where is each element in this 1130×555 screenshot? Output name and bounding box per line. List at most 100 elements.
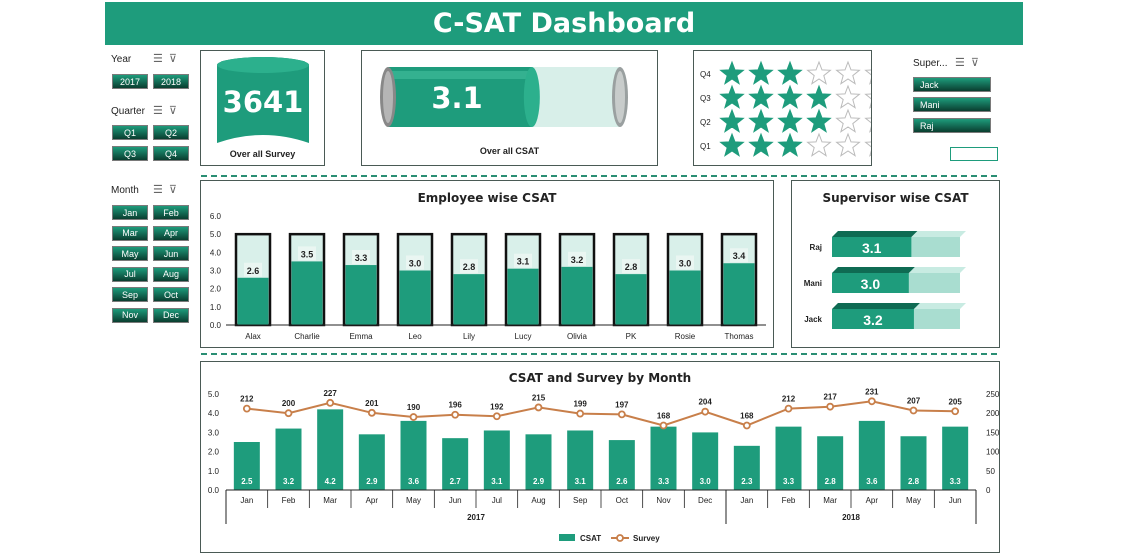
slicer-item-jan[interactable]: Jan (112, 205, 148, 220)
legend-marker-survey (616, 534, 624, 542)
slicer-item-2017[interactable]: 2017 (112, 74, 148, 89)
survey-marker (784, 404, 793, 413)
slicer-item-mani[interactable]: Mani (913, 97, 991, 112)
legend-label-survey: Survey (633, 534, 660, 543)
data-label-bg (298, 246, 316, 261)
x-tick-label: Oct (616, 496, 629, 505)
bar (561, 266, 593, 325)
slicer-item-aug[interactable]: Aug (153, 266, 189, 282)
slicer-item-2018[interactable]: 2018 (153, 74, 189, 89)
survey-kpi-value: 3641 (222, 85, 304, 119)
survey-marker (909, 406, 918, 415)
x-tick-label: Mar (823, 496, 837, 505)
survey-marker (576, 409, 585, 418)
bar (817, 436, 844, 490)
data-label: 3.2 (863, 312, 883, 328)
slicer-item-q2[interactable]: Q2 (153, 125, 189, 140)
star-empty-icon (835, 60, 861, 85)
bar (233, 442, 260, 490)
survey-marker (284, 409, 293, 418)
slicer-item-q4[interactable]: Q4 (153, 146, 189, 161)
star-row-label: Q1 (700, 142, 711, 151)
bar (832, 309, 914, 329)
x-tick-label: Sep (573, 496, 588, 505)
year-slicer-label: Year (111, 54, 132, 65)
y-left-tick-label: 3.0 (208, 428, 220, 437)
data-label: 3.5 (301, 249, 314, 259)
line-data-label: 215 (532, 393, 546, 402)
data-label: 3.3 (355, 253, 368, 263)
data-label-bg (406, 255, 424, 270)
quarter-slicer-tools: ☰⊽ (153, 104, 183, 117)
gauge-highlight (388, 71, 532, 79)
slicer-item-raj[interactable]: Raj (913, 118, 991, 133)
bar-data-label: 2.3 (741, 477, 753, 486)
multi-select-icon[interactable]: ☰ (955, 57, 971, 69)
multi-select-icon[interactable]: ☰ (153, 184, 169, 196)
data-label-bg (244, 262, 262, 277)
group-label: 2017 (467, 513, 485, 522)
category-label: Raj (810, 243, 822, 252)
selected-cell[interactable] (950, 147, 998, 161)
line-data-label: 199 (573, 400, 587, 409)
gauge-start-cap-inner (383, 71, 393, 123)
x-tick-label: Apr (366, 496, 379, 505)
x-tick-label: Lily (463, 332, 475, 341)
slicer-item-may[interactable]: May (112, 246, 148, 261)
survey-marker (867, 397, 876, 406)
bar (317, 409, 344, 490)
y-left-tick-label: 1.0 (208, 467, 220, 476)
slicer-item-apr[interactable]: Apr (153, 225, 189, 241)
survey-marker (492, 412, 501, 421)
multi-select-icon[interactable]: ☰ (153, 105, 169, 117)
bar-top (832, 303, 920, 309)
clear-filter-icon[interactable]: ⊽ (168, 105, 183, 117)
slicer-item-jun[interactable]: Jun (153, 246, 189, 261)
slicer-item-jul[interactable]: Jul (112, 266, 148, 282)
star-filled-icon (777, 108, 803, 133)
survey-marker (367, 408, 376, 417)
bar (237, 277, 269, 325)
x-tick-label: Jan (240, 496, 253, 505)
clear-filter-icon[interactable]: ⊽ (970, 57, 985, 69)
slicer-item-oct[interactable]: Oct (153, 287, 189, 302)
bar-data-label: 4.2 (325, 477, 337, 486)
bar (858, 420, 885, 490)
supervisor-slicer-tools: ☰⊽ (955, 56, 985, 69)
line-data-label: 227 (323, 389, 337, 398)
star-filled-icon (748, 108, 774, 133)
star-filled-icon (777, 84, 803, 109)
slicer-item-feb[interactable]: Feb (153, 205, 189, 220)
star-row-label: Q2 (700, 118, 711, 127)
slicer-item-nov[interactable]: Nov (112, 307, 148, 323)
slicer-item-dec[interactable]: Dec (153, 307, 189, 323)
star-filled-icon (748, 84, 774, 109)
bar (608, 440, 635, 490)
bar (669, 270, 701, 325)
survey-marker (826, 402, 835, 411)
star-empty-icon (864, 69, 871, 85)
slicer-item-sep[interactable]: Sep (112, 287, 148, 302)
data-label: 3.0 (409, 259, 422, 269)
slicer-item-q3[interactable]: Q3 (112, 146, 148, 161)
slicer-item-jack[interactable]: Jack (913, 77, 991, 92)
bar (942, 426, 969, 490)
bar-data-label: 2.7 (450, 477, 462, 486)
slicer-item-q1[interactable]: Q1 (112, 125, 148, 140)
bar (615, 274, 647, 325)
line-data-label: 168 (740, 411, 754, 420)
y-tick-label: 3.0 (210, 267, 222, 276)
clear-filter-icon[interactable]: ⊽ (168, 184, 183, 196)
star-filled-icon (806, 108, 832, 133)
multi-select-icon[interactable]: ☰ (153, 53, 169, 65)
slicer-item-mar[interactable]: Mar (112, 225, 148, 241)
x-tick-label: Aug (531, 496, 545, 505)
bar (400, 420, 427, 490)
star-filled-icon (777, 60, 803, 85)
monthly-csat-panel: CSAT and Survey by Month 0.0 1.0 2.0 3.0 4.0… (200, 361, 1000, 553)
x-tick-label: Rosie (675, 332, 696, 341)
clear-filter-icon[interactable]: ⊽ (168, 53, 183, 65)
star-empty-icon (806, 60, 832, 85)
group-label: 2018 (842, 513, 860, 522)
x-tick-label: Jun (949, 496, 962, 505)
